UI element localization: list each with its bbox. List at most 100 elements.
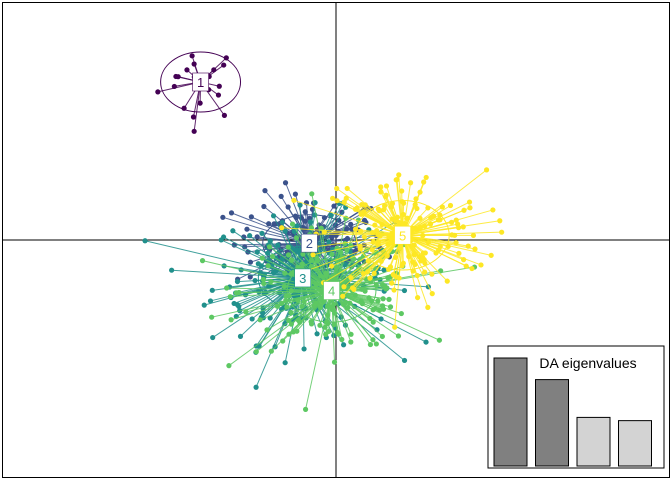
- data-point: [224, 285, 230, 291]
- spoke-line: [331, 290, 391, 308]
- spoke-line: [402, 209, 494, 236]
- spoke-line: [230, 290, 332, 298]
- data-point: [377, 233, 383, 239]
- data-point: [344, 235, 351, 242]
- eigenvalue-bar: [618, 420, 652, 467]
- data-point: [300, 251, 306, 257]
- data-point: [437, 217, 443, 223]
- data-point: [334, 329, 340, 336]
- data-point: [399, 263, 405, 269]
- data-point: [261, 203, 267, 210]
- data-point: [269, 253, 276, 260]
- data-point: [490, 207, 496, 213]
- data-point: [375, 298, 381, 304]
- data-point: [233, 290, 239, 296]
- data-point: [259, 230, 265, 236]
- data-point: [455, 225, 462, 231]
- spoke-line: [226, 287, 332, 292]
- data-point: [423, 339, 429, 345]
- data-point: [340, 342, 347, 348]
- data-point: [279, 225, 285, 231]
- cluster-ellipse: [286, 258, 377, 323]
- data-point: [342, 300, 348, 306]
- data-point: [349, 285, 356, 291]
- data-point: [184, 67, 190, 73]
- data-point: [383, 183, 390, 189]
- label-box: [192, 72, 209, 92]
- data-point: [267, 315, 273, 321]
- data-point: [270, 213, 277, 219]
- data-point: [361, 217, 368, 223]
- data-point: [467, 205, 473, 211]
- data-point: [199, 258, 206, 264]
- data-point: [329, 304, 335, 310]
- data-point: [367, 341, 374, 348]
- data-point: [247, 259, 254, 265]
- data-point: [362, 287, 368, 293]
- data-point: [348, 331, 354, 337]
- data-point: [425, 304, 431, 310]
- spoke-line: [331, 290, 440, 341]
- data-point: [301, 346, 307, 352]
- data-point: [260, 276, 266, 283]
- data-point: [334, 198, 340, 204]
- data-point: [237, 333, 244, 339]
- spoke-line: [309, 206, 367, 244]
- data-point: [249, 316, 255, 322]
- data-point: [398, 310, 404, 317]
- data-point: [197, 100, 203, 106]
- data-point: [415, 294, 421, 301]
- data-point: [266, 244, 273, 250]
- eigenvalue-bar: [493, 357, 528, 467]
- data-point: [216, 83, 222, 89]
- data-point: [142, 238, 148, 244]
- data-point: [361, 234, 368, 240]
- cluster-ellipse: [355, 200, 450, 271]
- data-point: [244, 226, 250, 232]
- spoke-line: [402, 201, 470, 236]
- cluster-label-1: 1: [192, 72, 209, 92]
- data-point: [420, 250, 426, 256]
- data-point: [309, 191, 315, 197]
- label-box: [301, 233, 318, 253]
- data-point: [399, 199, 405, 205]
- data-point: [444, 278, 450, 284]
- data-point: [323, 272, 329, 278]
- data-point: [414, 205, 420, 212]
- data-point: [308, 321, 315, 327]
- data-point: [289, 221, 296, 227]
- data-point: [253, 349, 259, 355]
- spoke-line: [281, 227, 403, 236]
- label-text: 2: [306, 236, 313, 251]
- data-point: [367, 275, 373, 281]
- data-point: [264, 327, 270, 333]
- data-point: [470, 232, 477, 239]
- data-point: [422, 260, 428, 266]
- data-point: [347, 300, 353, 306]
- label-text: 3: [299, 271, 306, 286]
- spoke-line: [402, 231, 502, 236]
- data-point: [298, 215, 305, 221]
- data-point: [382, 203, 388, 209]
- data-point: [466, 199, 473, 205]
- spoke-line: [342, 234, 403, 297]
- data-point: [265, 263, 271, 269]
- data-point: [155, 89, 161, 95]
- data-point: [241, 234, 247, 240]
- label-box: [294, 268, 312, 288]
- data-point: [247, 233, 253, 239]
- spoke-line: [402, 234, 467, 267]
- data-point: [294, 223, 300, 229]
- data-point: [344, 305, 351, 311]
- data-point: [280, 338, 286, 344]
- spoke-line: [331, 290, 384, 310]
- data-point: [301, 299, 307, 305]
- data-point: [431, 213, 437, 219]
- data-point: [401, 287, 408, 294]
- data-point: [227, 294, 233, 300]
- data-point: [293, 235, 300, 241]
- data-point: [439, 204, 445, 210]
- data-point: [282, 360, 288, 366]
- data-point: [422, 269, 428, 275]
